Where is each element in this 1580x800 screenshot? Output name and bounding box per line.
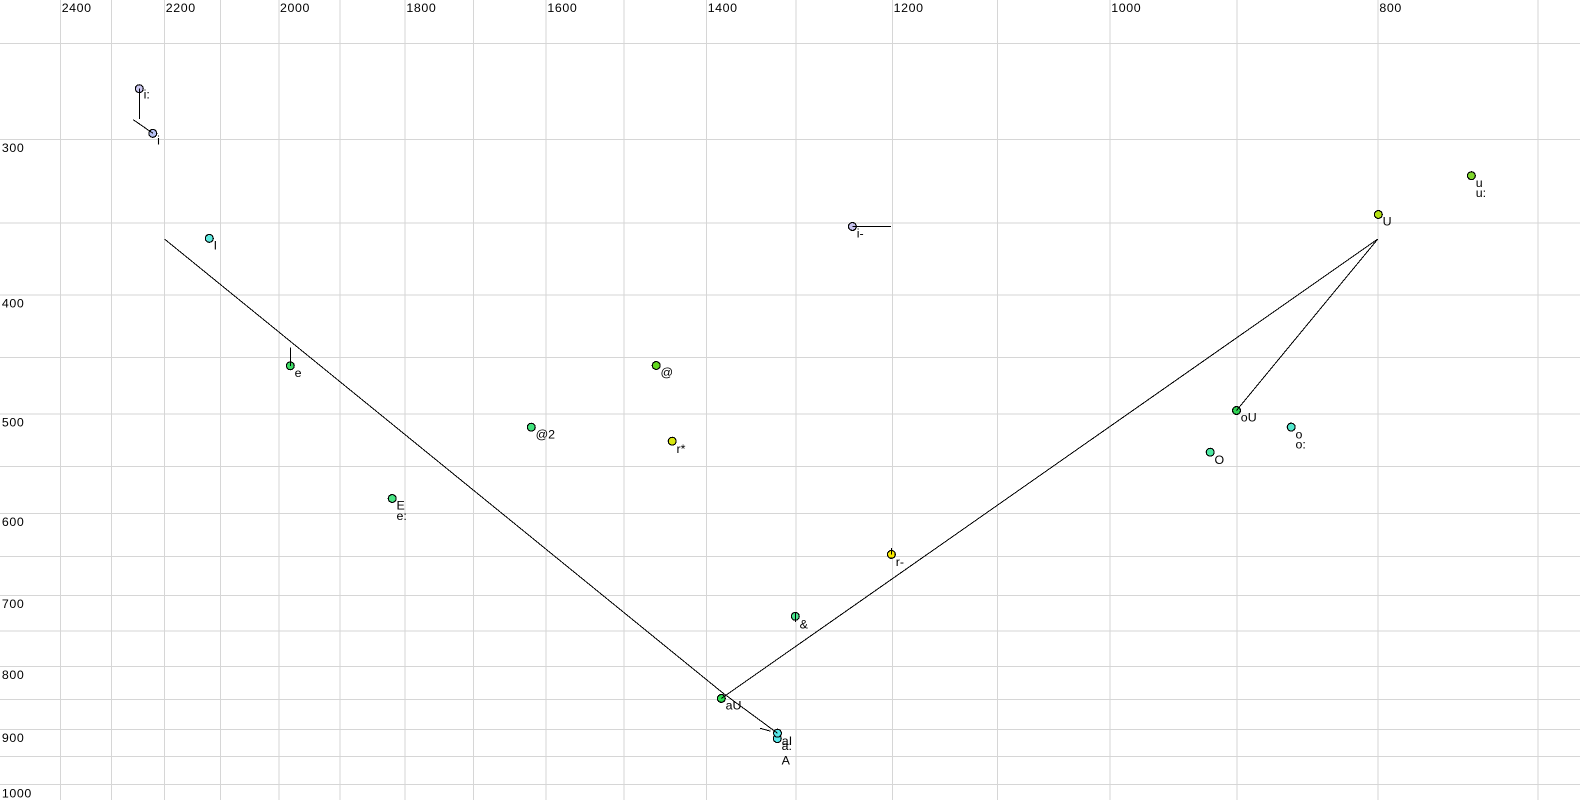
svg-text:O: O bbox=[1215, 453, 1225, 467]
svg-text:I: I bbox=[214, 239, 217, 253]
svg-text:i:: i: bbox=[144, 88, 150, 102]
svg-text:1200: 1200 bbox=[894, 1, 924, 15]
svg-text:U: U bbox=[1383, 215, 1392, 229]
svg-text:400: 400 bbox=[2, 297, 24, 311]
svg-text:oU: oU bbox=[1241, 411, 1257, 425]
svg-text:u: u bbox=[1476, 176, 1483, 190]
svg-text:aU: aU bbox=[726, 699, 742, 713]
svg-text:&: & bbox=[800, 617, 809, 631]
svg-text:e:: e: bbox=[397, 509, 407, 523]
svg-text:1000: 1000 bbox=[1111, 1, 1141, 15]
svg-text:1600: 1600 bbox=[547, 1, 577, 15]
svg-text:A: A bbox=[782, 754, 791, 768]
svg-text:800: 800 bbox=[1379, 1, 1401, 15]
svg-text:@2: @2 bbox=[536, 427, 556, 441]
svg-text:300: 300 bbox=[2, 141, 24, 155]
svg-text:o: o bbox=[1296, 427, 1303, 441]
svg-text:2400: 2400 bbox=[62, 1, 92, 15]
svg-text:1800: 1800 bbox=[406, 1, 436, 15]
svg-text:500: 500 bbox=[2, 416, 24, 430]
svg-text:i: i bbox=[157, 134, 160, 148]
svg-text:E: E bbox=[397, 499, 405, 513]
svg-text:a:: a: bbox=[782, 739, 792, 753]
svg-text:u:: u: bbox=[1476, 186, 1486, 200]
svg-text:r-: r- bbox=[896, 555, 904, 569]
svg-text:o:: o: bbox=[1296, 438, 1306, 452]
svg-text:i-: i- bbox=[857, 227, 864, 241]
svg-text:700: 700 bbox=[2, 597, 24, 611]
svg-text:@: @ bbox=[661, 366, 674, 380]
svg-text:800: 800 bbox=[2, 668, 24, 682]
svg-text:e: e bbox=[295, 366, 302, 380]
svg-text:1400: 1400 bbox=[708, 1, 738, 15]
svg-text:1000: 1000 bbox=[2, 786, 32, 800]
svg-text:600: 600 bbox=[2, 515, 24, 529]
svg-text:2000: 2000 bbox=[280, 1, 310, 15]
svg-text:900: 900 bbox=[2, 731, 24, 745]
svg-text:2200: 2200 bbox=[166, 1, 196, 15]
svg-text:aI: aI bbox=[782, 734, 792, 748]
svg-text:r*: r* bbox=[677, 442, 686, 456]
